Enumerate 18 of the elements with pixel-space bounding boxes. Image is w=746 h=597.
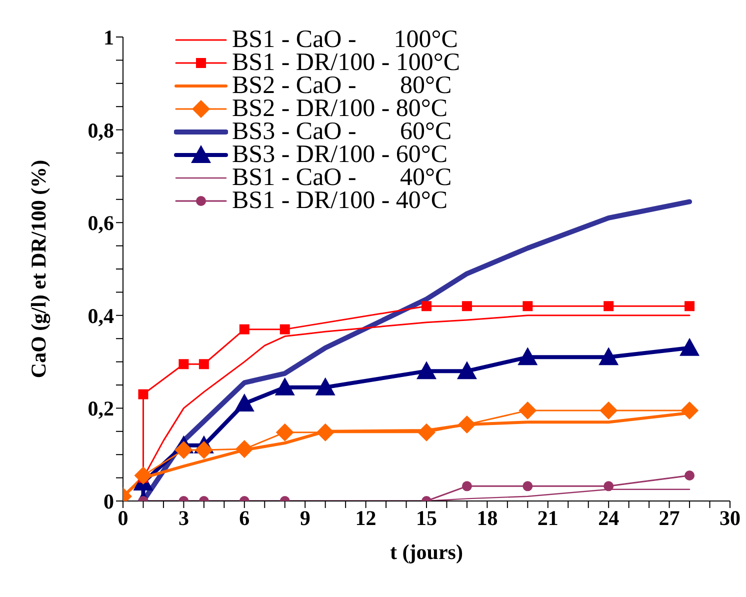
x-axis-title: t (jours) xyxy=(390,540,463,564)
x-tick-label: 27 xyxy=(658,506,680,530)
y-tick-label: 1 xyxy=(104,25,114,50)
x-tick-label: 9 xyxy=(300,506,310,530)
x-tick-label: 3 xyxy=(178,506,189,530)
y-tick-label: 0,4 xyxy=(88,304,114,328)
x-tick-label: 15 xyxy=(416,506,437,530)
x-tick-label: 21 xyxy=(537,506,558,530)
x-tick-label: 12 xyxy=(355,506,376,530)
x-tick-label: 24 xyxy=(598,506,620,530)
x-tick-label: 30 xyxy=(720,506,740,530)
x-tick-label: 18 xyxy=(476,506,498,530)
y-tick-label: 0 xyxy=(104,489,114,514)
x-tick-label: 6 xyxy=(239,506,250,530)
y-tick-label: 0,2 xyxy=(88,396,114,421)
y-tick-label: 0,8 xyxy=(88,118,114,142)
y-axis-title: CaO (g/l) et DR/100 (%) xyxy=(26,160,50,378)
y-tick-label: 0,6 xyxy=(88,211,114,236)
